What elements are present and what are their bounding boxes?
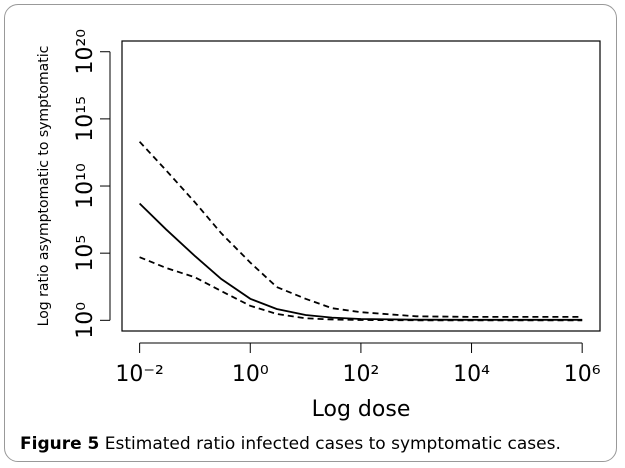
x-tick-label: 10⁴ bbox=[453, 362, 490, 387]
series-line bbox=[138, 141, 583, 318]
x-tick-label: 10⁻² bbox=[115, 362, 163, 387]
y-tick-label: 10¹⁵ bbox=[73, 96, 98, 142]
x-tick-label: 10² bbox=[342, 362, 379, 387]
caption-label: Figure 5 bbox=[20, 434, 100, 454]
x-tick-label: 10⁰ bbox=[232, 362, 269, 387]
y-tick-label: 10⁰ bbox=[73, 302, 98, 339]
y-tick-label: 10²⁰ bbox=[73, 29, 98, 75]
frame bbox=[4, 4, 617, 462]
series-line bbox=[139, 256, 583, 322]
x-tick-label: 10⁶ bbox=[564, 362, 601, 387]
y-tick-label: 10¹⁰ bbox=[73, 163, 98, 209]
caption: Figure 5 Estimated ratio infected cases … bbox=[20, 434, 561, 454]
caption-text: Estimated ratio infected cases to sympto… bbox=[104, 434, 561, 454]
plot-box bbox=[121, 40, 601, 332]
x-axis-label: Log dose bbox=[312, 397, 411, 422]
series-line bbox=[138, 202, 583, 321]
y-tick-label: 10⁵ bbox=[73, 235, 98, 272]
y-axis-label: Log ratio asymptomatic to symptomatic bbox=[36, 46, 52, 327]
